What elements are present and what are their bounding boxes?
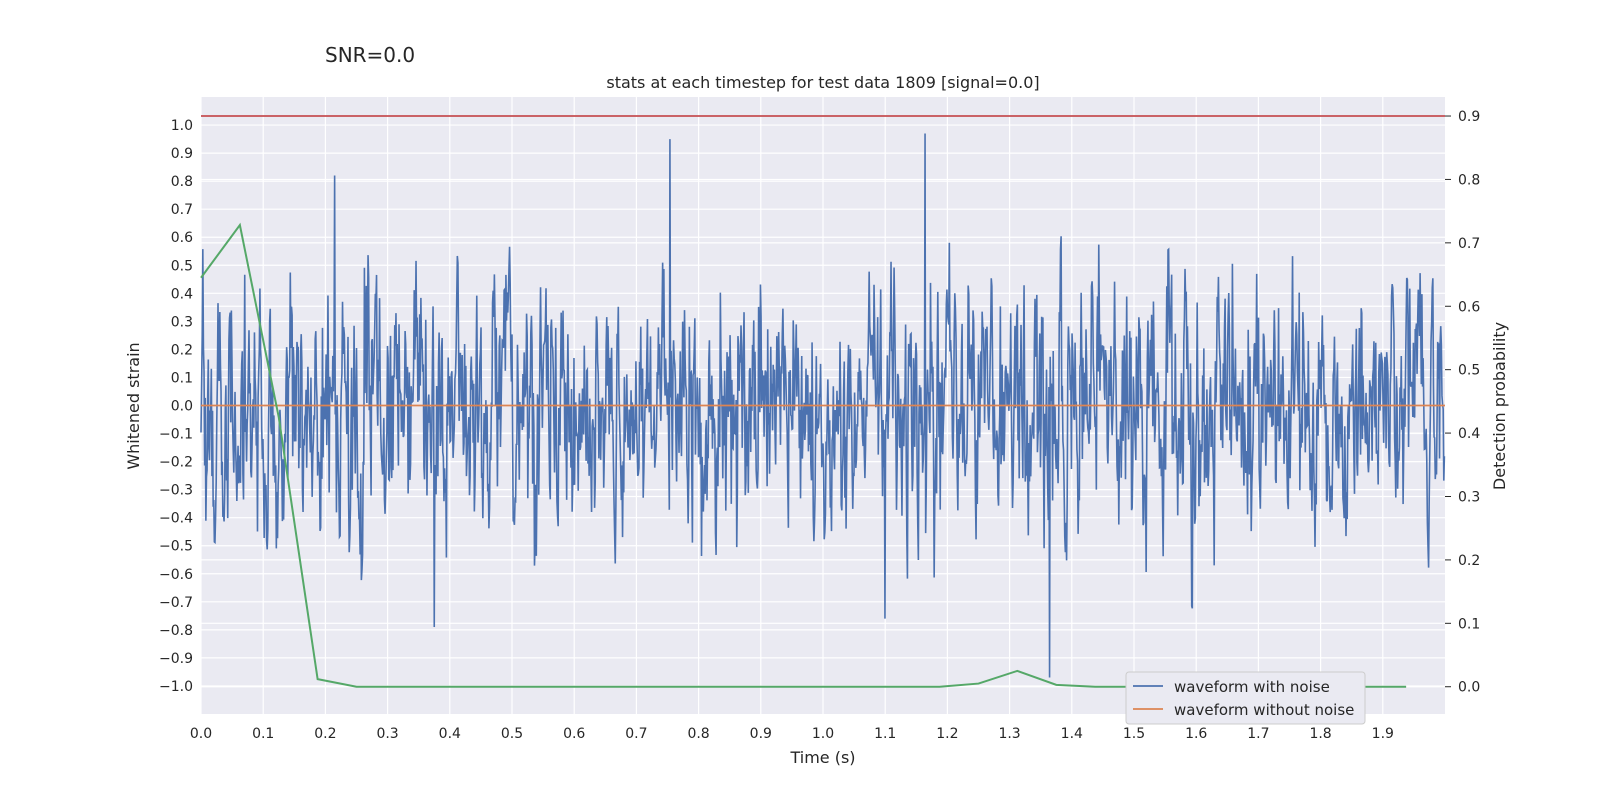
chart-title: stats at each timestep for test data 180… (606, 73, 1039, 92)
legend: waveform with noise waveform without noi… (1125, 671, 1366, 725)
y-tick-label: −0.9 (159, 651, 193, 667)
y-tick-label: 0.6 (171, 230, 193, 246)
right-y-tick-label: 0.4 (1458, 426, 1480, 442)
x-tick-label: 0.8 (687, 726, 709, 742)
y-tick-label: 1.0 (171, 118, 193, 134)
x-tick-label: 1.8 (1309, 726, 1331, 742)
y-tick-label: 0.3 (171, 314, 193, 330)
y-tick-label: −0.5 (159, 539, 193, 555)
y-tick-label: −1.0 (159, 679, 193, 695)
x-tick-label: 0.6 (563, 726, 585, 742)
right-y-axis-ticks: 0.9 0.8 0.7 0.6 0.5 0.4 0.3 0.2 0.1 0.0 (1445, 109, 1480, 696)
x-tick-label: 1.4 (1061, 726, 1083, 742)
y-tick-label: −0.1 (159, 427, 193, 443)
x-tick-label: 1.2 (936, 726, 958, 742)
y-tick-label: −0.6 (159, 567, 193, 583)
right-y-tick-label: 0.5 (1458, 363, 1480, 379)
y-tick-label: 0.4 (171, 286, 193, 302)
x-tick-label: 1.5 (1123, 726, 1145, 742)
x-tick-label: 1.6 (1185, 726, 1207, 742)
right-y-tick-label: 0.1 (1458, 616, 1480, 632)
x-axis-ticks: 0.0 0.1 0.2 0.3 0.4 0.5 0.6 0.7 0.8 0.9 1.0 1.1 1.2 1… (190, 726, 1394, 742)
x-tick-label: 1.0 (812, 726, 834, 742)
suptitle: SNR=0.0 (325, 43, 415, 67)
y-tick-label: 0.8 (171, 174, 193, 190)
x-tick-label: 0.7 (625, 726, 647, 742)
y-axis-ticks: 1.0 0.9 0.8 0.7 0.6 0.5 0.4 0.3 0.2 0.1 0.0 −0.1 −0.… (159, 118, 193, 695)
x-tick-label: 1.1 (874, 726, 896, 742)
right-y-tick-label: 0.6 (1458, 299, 1480, 315)
legend-label-clean: waveform without noise (1174, 701, 1354, 719)
right-y-tick-label: 0.3 (1458, 489, 1480, 505)
y-tick-label: −0.2 (159, 455, 193, 471)
y-tick-label: −0.3 (159, 483, 193, 499)
right-y-tick-label: 0.7 (1458, 236, 1480, 252)
y-tick-label: 0.9 (171, 146, 193, 162)
y-tick-label: 0.0 (171, 399, 193, 415)
y-axis-label: Whitened strain (124, 342, 143, 469)
x-tick-label: 1.9 (1372, 726, 1394, 742)
x-tick-label: 0.5 (501, 726, 523, 742)
legend-label-noise: waveform with noise (1174, 678, 1330, 696)
y-tick-label: 0.1 (171, 370, 193, 386)
series-waveform-with-noise (200, 133, 1446, 678)
y-tick-label: 0.7 (171, 202, 193, 218)
x-tick-label: 0.4 (439, 726, 461, 742)
x-tick-label: 1.3 (998, 726, 1020, 742)
x-tick-label: 0.2 (314, 726, 336, 742)
legend-frame (1125, 671, 1366, 725)
right-y-tick-label: 0.9 (1458, 109, 1480, 125)
x-axis-label: Time (s) (789, 748, 855, 767)
x-tick-label: 0.0 (190, 726, 212, 742)
right-y-axis-label: Detection probability (1490, 322, 1509, 490)
y-tick-label: −0.8 (159, 623, 193, 639)
x-tick-label: 0.9 (750, 726, 772, 742)
right-y-tick-label: 0.0 (1458, 680, 1480, 696)
y-tick-label: −0.7 (159, 595, 193, 611)
x-tick-label: 0.3 (376, 726, 398, 742)
x-tick-label: 1.7 (1247, 726, 1269, 742)
right-y-tick-label: 0.8 (1458, 172, 1480, 188)
x-tick-label: 0.1 (252, 726, 274, 742)
y-tick-label: −0.4 (159, 511, 193, 527)
right-y-tick-label: 0.2 (1458, 553, 1480, 569)
y-tick-label: 0.2 (171, 342, 193, 358)
y-tick-label: 0.5 (171, 258, 193, 274)
